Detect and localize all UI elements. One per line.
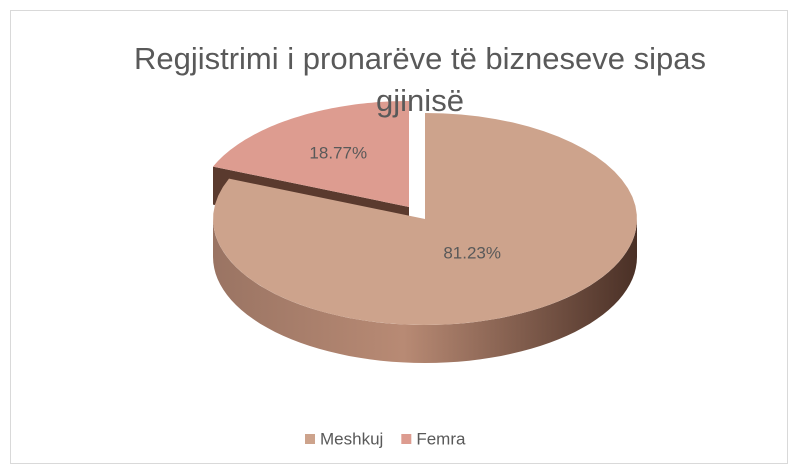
legend: Meshkuj Femra	[305, 429, 466, 448]
slice	[213, 101, 409, 207]
legend-swatch	[305, 434, 315, 444]
data-label: 81.23%	[443, 244, 501, 263]
slice-side	[213, 219, 637, 363]
legend-swatch	[401, 434, 412, 444]
legend-label: Femra	[416, 429, 466, 448]
pie: 81.23% 18.77%	[213, 101, 637, 363]
slice	[213, 113, 637, 325]
legend-label: Meshkuj	[320, 429, 383, 448]
chart-title: Regjistrimi i pronarëve të bizneseve sip…	[133, 41, 707, 118]
data-label: 18.77%	[309, 144, 367, 163]
